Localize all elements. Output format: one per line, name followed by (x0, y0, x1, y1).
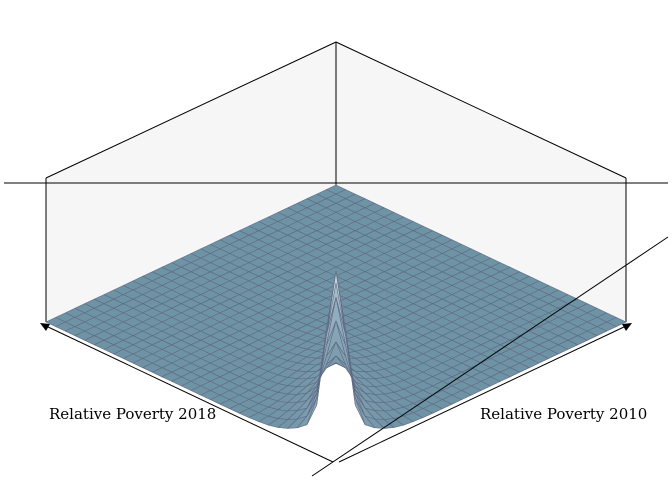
top-edge-left (45, 41, 337, 179)
density-surface (45, 184, 627, 429)
y-axis-label: Relative Poverty 2018 (49, 405, 216, 423)
back-wall-right (336, 42, 626, 322)
top-edge-right (335, 41, 627, 179)
back-wall-left (46, 42, 336, 322)
axis-arrows (40, 236, 669, 477)
diagonal-reference-line (311, 236, 669, 477)
box-edges (4, 41, 668, 322)
axis-arrow-2018 (45, 325, 334, 463)
x-axis-label: Relative Poverty 2010 (480, 405, 647, 423)
axis-arrow-2010 (338, 325, 627, 463)
axis-arrowhead-2010 (622, 323, 632, 331)
axis-arrowhead-2018 (40, 323, 50, 331)
surface-cell (325, 271, 347, 336)
back-panels (46, 42, 626, 322)
